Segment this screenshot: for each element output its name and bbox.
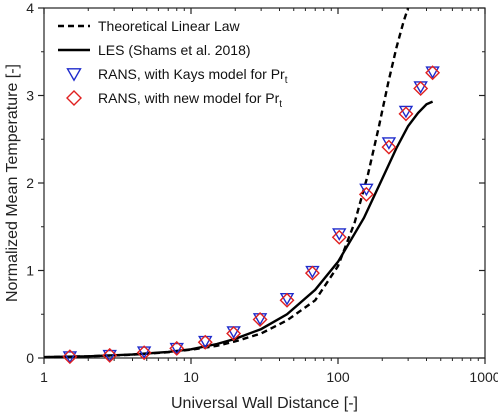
series-0 — [43, 7, 410, 359]
y-tick-label: 1 — [26, 263, 34, 279]
series-1 — [43, 100, 434, 359]
series-layer — [43, 7, 441, 365]
triangle-marker — [381, 137, 397, 150]
triangle-marker — [359, 183, 374, 197]
legend-label: LES (Shams et al. 2018) — [98, 42, 251, 58]
diamond-marker — [304, 265, 320, 281]
diamond-marker — [413, 81, 429, 96]
legend: Theoretical Linear Law LES (Shams et al. … — [58, 18, 288, 110]
triangle-marker — [66, 68, 82, 82]
plot-frame — [43, 7, 486, 359]
les-line — [43, 100, 434, 359]
diamond-marker — [66, 90, 82, 106]
x-tick-label: 10 — [183, 369, 199, 385]
diamond-marker — [425, 65, 441, 81]
legend-label-subscript: t — [285, 75, 288, 86]
diamond-marker — [381, 139, 397, 155]
y-tick-label: 3 — [26, 88, 34, 104]
diamond-marker — [358, 186, 374, 202]
diamond-marker — [331, 229, 347, 245]
triangle-marker — [62, 351, 78, 364]
x-tick-label: 1 — [40, 369, 48, 385]
triangle-marker — [169, 342, 184, 356]
linear-law-line — [43, 7, 410, 359]
x-tick-label: 1000 — [469, 369, 498, 385]
x-axis-label: Universal Wall Distance [-] — [171, 395, 358, 412]
diamond-marker — [398, 106, 414, 122]
y-tick-label: 2 — [26, 175, 34, 191]
diamond-marker — [226, 326, 242, 341]
series-2 — [62, 66, 440, 364]
diamond-marker — [102, 347, 118, 363]
diamond-marker — [136, 345, 152, 361]
y-axis-label: Normalized Mean Temperature [-] — [4, 64, 21, 302]
y-tick-label: 0 — [26, 350, 34, 366]
diamond-marker — [197, 334, 213, 350]
diamond-marker — [279, 292, 295, 308]
axes — [43, 7, 486, 359]
diamond-marker — [169, 340, 185, 356]
legend-label-subscript: t — [279, 99, 282, 110]
triangle-marker — [102, 349, 117, 363]
legend-label: RANS, with new model for Prt — [98, 90, 282, 110]
x-tick-label: 100 — [326, 369, 350, 385]
diamond-marker — [62, 349, 78, 365]
y-tick-label: 4 — [26, 0, 34, 16]
diamond-marker — [252, 312, 268, 327]
series-3 — [62, 65, 441, 365]
legend-label: RANS, with Kays model for Prt — [98, 66, 288, 86]
legend-label: Theoretical Linear Law — [98, 18, 241, 34]
